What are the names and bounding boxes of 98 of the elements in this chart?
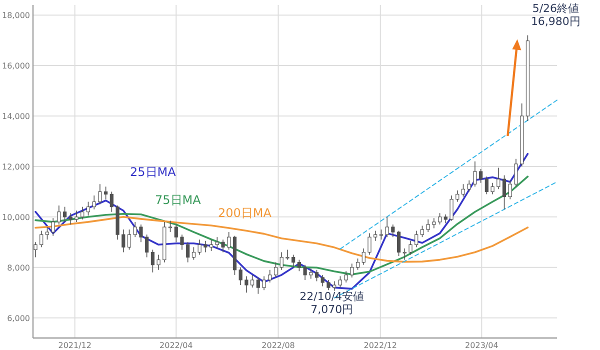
candlestick <box>332 280 336 292</box>
candlestick <box>391 224 395 238</box>
candlestick <box>408 240 412 256</box>
candlestick <box>227 232 231 250</box>
candlestick <box>484 176 488 195</box>
candlestick <box>51 218 55 236</box>
candlestick <box>80 206 84 220</box>
x-tick-label: 2021/12 <box>58 341 92 350</box>
candlestick <box>385 216 389 238</box>
candlestick <box>145 234 149 258</box>
candlestick <box>34 242 38 258</box>
candlestick <box>350 263 354 278</box>
candlestick <box>414 230 418 248</box>
x-tick-label: 2023/04 <box>465 341 498 350</box>
candlestick <box>490 182 494 195</box>
candlestick <box>496 167 500 190</box>
y-tick-label: 18,000 <box>2 11 30 20</box>
candlestick <box>74 210 78 222</box>
candlestick <box>57 205 61 225</box>
y-tick-label: 8,000 <box>7 263 30 272</box>
x-tick-label: 2022/08 <box>262 341 295 350</box>
candlestick <box>338 276 342 288</box>
line-series <box>34 176 529 276</box>
candlestick <box>68 212 72 225</box>
candlestick <box>314 269 319 282</box>
candlestick <box>420 225 424 238</box>
candlestick <box>297 259 301 272</box>
candlestick <box>127 229 132 250</box>
candlestick <box>502 174 506 210</box>
candlestick <box>514 158 518 188</box>
candlestick <box>174 224 178 243</box>
x-tick-label: 2022/12 <box>364 341 397 350</box>
candlestick <box>45 226 50 240</box>
candlestick <box>186 242 190 263</box>
candlestick <box>139 224 143 243</box>
candlestick <box>432 218 436 229</box>
candlestick <box>40 230 44 248</box>
candlestick <box>192 246 196 260</box>
candlestick <box>473 161 477 188</box>
candlestick <box>92 195 96 210</box>
y-tick-label: 14,000 <box>2 112 30 121</box>
candlestick <box>150 249 154 273</box>
candlestick <box>244 276 248 293</box>
candlestick <box>122 229 126 253</box>
candlestick <box>274 262 278 278</box>
candlestick <box>320 274 324 287</box>
candlestick <box>250 274 254 288</box>
candlestick <box>198 239 202 256</box>
candlestick <box>104 186 108 200</box>
y-tick-label: 10,000 <box>2 212 30 222</box>
candlestick <box>309 268 313 280</box>
candlestick <box>374 230 378 242</box>
candlestick <box>344 270 348 283</box>
candlestick <box>98 184 102 205</box>
candlestick <box>438 212 442 225</box>
candlestick <box>450 195 454 222</box>
candlestick <box>379 229 384 240</box>
candlestick <box>221 239 225 253</box>
candlestick <box>110 191 114 212</box>
candlestick <box>168 220 172 232</box>
candlestick <box>238 266 242 286</box>
y-tick-label: 6,000 <box>7 314 30 323</box>
candlestick <box>86 201 90 216</box>
candlestick <box>426 219 430 232</box>
candlestick <box>180 234 184 250</box>
candlestick <box>256 277 260 294</box>
candlestick <box>402 248 406 260</box>
candlestick <box>292 254 296 268</box>
series-label: 200日MA <box>218 206 272 220</box>
candlestick <box>63 206 67 222</box>
candlestick <box>262 276 266 290</box>
candlestick <box>268 269 272 283</box>
candlestick <box>286 249 290 260</box>
candlestick <box>156 254 160 270</box>
candlestick <box>356 258 360 270</box>
candlestick <box>396 230 401 256</box>
y-tick-label: 16,000 <box>2 62 30 71</box>
candlestick <box>133 222 137 238</box>
candlestick <box>368 232 372 256</box>
candlestick <box>280 252 284 270</box>
candlestick <box>215 236 219 249</box>
candlestick <box>479 168 483 184</box>
candlestick <box>467 180 471 192</box>
annotation: 5/26終値 16,980円 <box>530 2 580 28</box>
candlestick <box>209 239 214 252</box>
line-series <box>34 152 529 290</box>
candlestick <box>456 190 460 202</box>
candlestick <box>303 264 307 280</box>
text: 25日MA <box>130 165 177 179</box>
annotation: 22/10/4安値 7,070円 <box>300 290 364 316</box>
candlestick <box>326 280 330 290</box>
candlestick <box>362 248 366 266</box>
y-tick-label: 12,000 <box>2 162 30 172</box>
candlestick <box>508 180 512 200</box>
candlestick <box>204 240 208 253</box>
x-tick-label: 2022/04 <box>160 341 193 350</box>
candlestick <box>461 184 466 198</box>
series-label: 75日MA <box>155 193 202 207</box>
